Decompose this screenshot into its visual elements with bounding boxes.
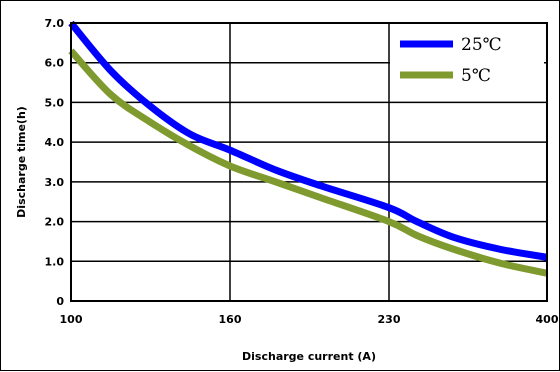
- legend-label-25c: 25℃: [461, 35, 502, 55]
- y-axis-title: Discharge time(h): [15, 106, 28, 218]
- x-tick-labels: 100 160 230 400: [60, 313, 559, 326]
- y-tick-label: 7.0: [45, 17, 65, 30]
- y-tick-label: 0: [56, 295, 64, 308]
- y-tick-label: 2.0: [45, 216, 65, 229]
- y-tick-label: 4.0: [45, 136, 65, 149]
- legend: 25℃ 5℃: [390, 26, 544, 86]
- series-line-0: [68, 20, 548, 261]
- plot-border: [70, 22, 548, 302]
- x-tick-label: 100: [60, 313, 83, 326]
- y-tick-label: 5.0: [45, 96, 65, 109]
- series-line-1: [68, 48, 548, 277]
- y-tick-labels: 0 1.0 2.0 3.0 4.0 5.0 6.0 7.0: [45, 17, 65, 308]
- x-axis-title: Discharge current (A): [242, 350, 376, 363]
- y-tick-label: 6.0: [45, 57, 65, 70]
- series-layer: [68, 20, 548, 277]
- y-tick-label: 3.0: [45, 176, 65, 189]
- x-tick-label: 400: [536, 313, 559, 326]
- x-tick-label: 160: [219, 313, 242, 326]
- x-tick-label: 230: [378, 313, 401, 326]
- legend-label-5c: 5℃: [461, 66, 491, 86]
- y-tick-label: 1.0: [45, 255, 65, 268]
